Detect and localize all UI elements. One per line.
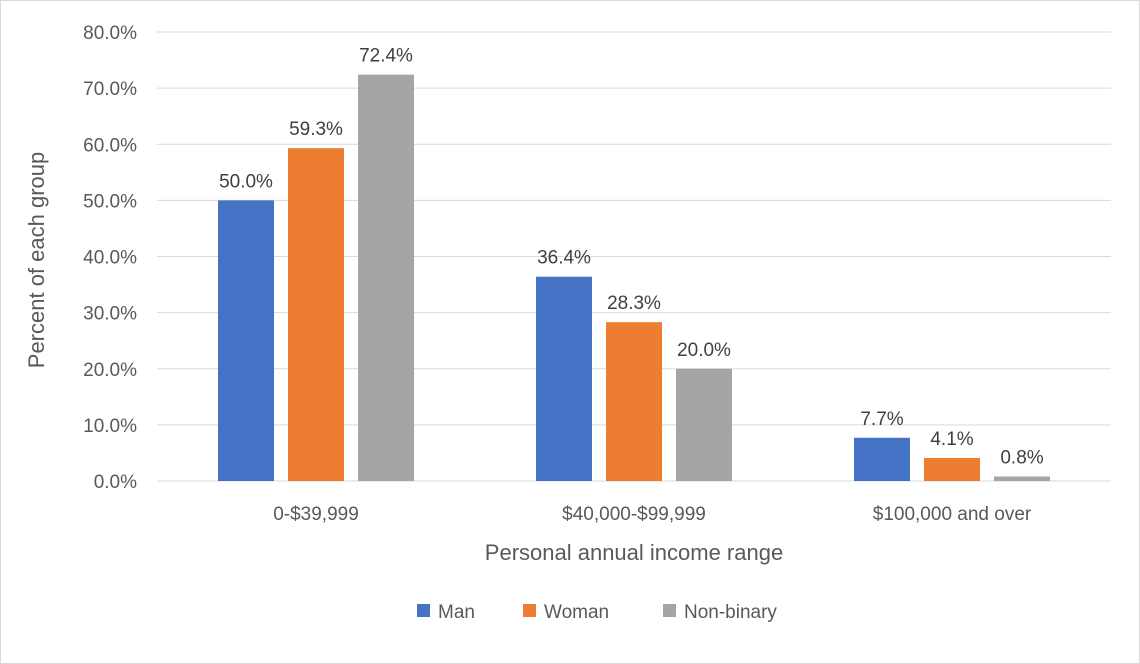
y-tick-label: 50.0% [83, 191, 137, 212]
bar-man [218, 200, 274, 481]
bar-non-binary [994, 476, 1050, 481]
legend-item: Non-binary [663, 602, 777, 623]
y-tick-label: 0.0% [94, 472, 137, 493]
legend-item: Man [417, 602, 475, 623]
data-label: 0.8% [1000, 448, 1043, 469]
bar-non-binary [676, 368, 732, 481]
y-tick-label: 80.0% [83, 23, 137, 44]
bar-woman [924, 457, 980, 481]
x-tick-label: 0-$39,999 [273, 504, 359, 525]
data-label: 20.0% [677, 340, 731, 361]
x-tick-label: $100,000 and over [873, 504, 1032, 525]
legend-label: Man [438, 602, 475, 623]
legend-swatch [523, 604, 536, 617]
legend: Man Woman Non-binary [417, 602, 777, 623]
data-label: 50.0% [219, 171, 273, 192]
y-tick-label: 20.0% [83, 360, 137, 381]
bar-non-binary [358, 74, 414, 481]
data-label: 36.4% [537, 248, 591, 269]
legend-swatch [417, 604, 430, 617]
y-tick-label: 30.0% [83, 304, 137, 325]
data-label: 72.4% [359, 46, 413, 67]
data-labels: 50.0% 59.3% 72.4% 36.4% 28.3% 20.0% 7.7% 4.1% 0.… [219, 46, 1044, 469]
data-label: 59.3% [289, 119, 343, 140]
y-axis-tick-labels: 0.0% 10.0% 20.0% 30.0% 40.0% 50.0% 60.0% 70.0% 8… [83, 23, 137, 493]
legend-item: Woman [523, 602, 609, 623]
bar-man [536, 276, 592, 481]
bar-woman [606, 322, 662, 481]
bars [218, 74, 1050, 481]
y-tick-label: 60.0% [83, 135, 137, 156]
data-label: 4.1% [930, 429, 973, 450]
data-label: 28.3% [607, 293, 661, 314]
x-axis-tick-labels: 0-$39,999 $40,000-$99,999 $100,000 and ove… [273, 504, 1032, 525]
legend-swatch [663, 604, 676, 617]
y-axis-title: Percent of each group [24, 152, 49, 368]
y-tick-label: 70.0% [83, 79, 137, 100]
bar-woman [288, 148, 344, 481]
data-label: 7.7% [860, 409, 903, 430]
y-tick-label: 10.0% [83, 416, 137, 437]
x-tick-label: $40,000-$99,999 [562, 504, 706, 525]
x-axis-title: Personal annual income range [485, 540, 783, 565]
y-tick-label: 40.0% [83, 248, 137, 269]
legend-label: Woman [544, 602, 609, 623]
legend-label: Non-binary [684, 602, 777, 623]
bar-man [854, 437, 910, 481]
